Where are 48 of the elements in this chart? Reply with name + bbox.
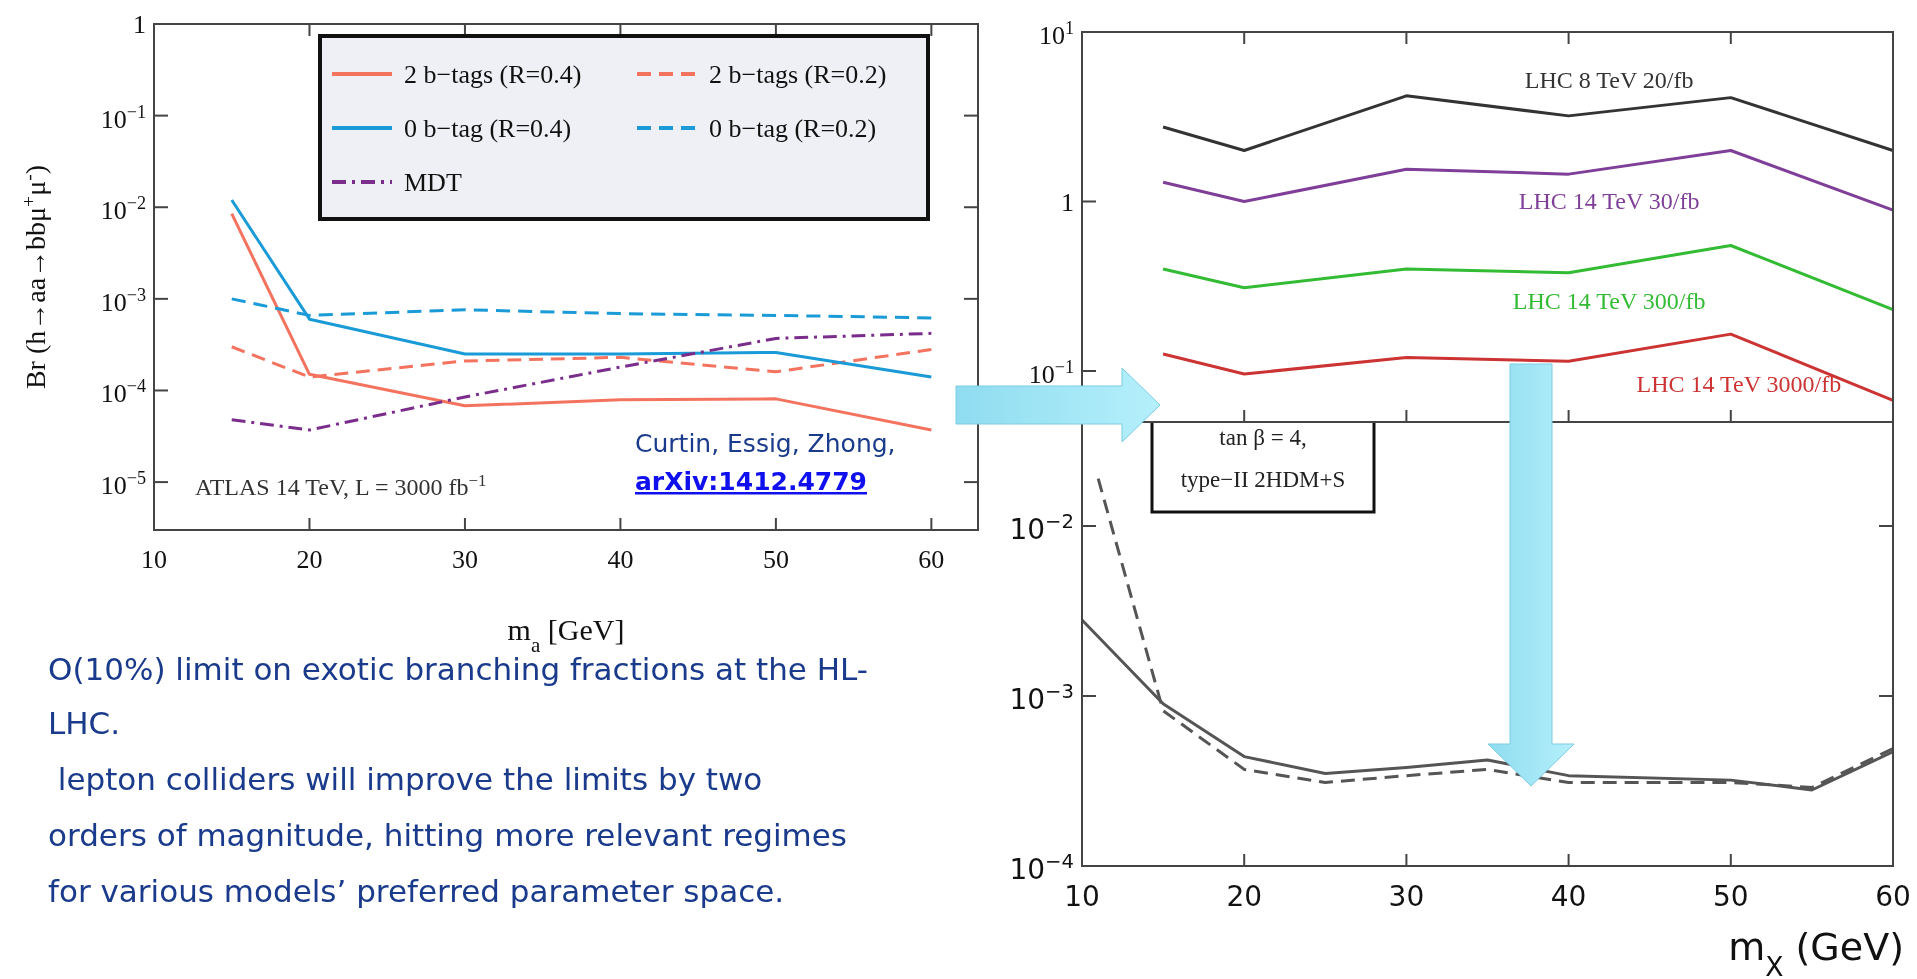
y-tick-label: 10$^{−1}$ xyxy=(100,101,146,134)
series-label: LHC 14 TeV 3000/fb xyxy=(1636,371,1842,398)
x-tick-label: 50 xyxy=(762,545,789,574)
line-series xyxy=(1161,332,1895,402)
line-series xyxy=(230,198,933,379)
legend-label: 2 b−tags (R=0.4) xyxy=(404,60,582,89)
y-tick-label: 10$^{−5}$ xyxy=(100,468,146,501)
y-tick-label: 10$^{−3}$ xyxy=(100,284,146,317)
y-tick-label: 10$^{−3}$ xyxy=(1009,679,1074,716)
annotation: tan β = 4, xyxy=(1219,425,1307,450)
x-tick-label: 60 xyxy=(1875,880,1911,913)
series-label: LHC 14 TeV 30/fb xyxy=(1518,188,1700,215)
x-tick-label: 30 xyxy=(451,545,478,574)
legend-label: 2 b−tags (R=0.2) xyxy=(709,60,887,89)
legend-label: MDT xyxy=(404,168,462,197)
line-series xyxy=(230,212,933,432)
x-tick-label: 30 xyxy=(1388,880,1425,913)
text: LHC. xyxy=(48,705,121,741)
x-axis-title: m$_{X}$ (GeV) xyxy=(1728,925,1904,979)
series-label: LHC 14 TeV 300/fb xyxy=(1512,287,1706,314)
legend-label: 0 b−tag (R=0.4) xyxy=(404,114,572,143)
y-tick-label: 10$^{−1}$ xyxy=(1028,356,1074,389)
annotation: arXiv:1412.4779 xyxy=(635,467,867,496)
x-tick-label: 40 xyxy=(1550,880,1587,913)
text: orders of magnitude, hitting more relevant regimes xyxy=(48,817,847,853)
y-tick-label: 1 xyxy=(1061,187,1074,217)
y-tick-label: 10$^{−4}$ xyxy=(100,376,146,409)
line-series xyxy=(1161,244,1895,312)
line-series xyxy=(1161,148,1895,212)
x-tick-label: 50 xyxy=(1712,880,1749,913)
x-tick-label: 40 xyxy=(607,545,634,574)
annotation: type−II 2HDM+S xyxy=(1180,467,1346,492)
series-label: LHC 8 TeV 20/fb xyxy=(1524,67,1694,94)
legend-label: 0 b−tag (R=0.2) xyxy=(709,114,877,143)
x-tick-label: 60 xyxy=(918,545,945,574)
y-tick-label: 10$^{1}$ xyxy=(1038,17,1074,50)
x-tick-label: 20 xyxy=(296,545,323,574)
x-tick-label: 10 xyxy=(141,545,167,574)
x-tick-label: 20 xyxy=(1226,880,1263,913)
text: lepton colliders will improve the limits by two xyxy=(48,761,763,797)
y-tick-label: 10$^{−2}$ xyxy=(100,193,146,226)
annotation: Curtin, Essig, Zhong, xyxy=(635,429,896,458)
annotation: ATLAS 14 TeV, L = 3000 fb$^{−1}$ xyxy=(195,470,487,500)
line-series xyxy=(230,331,933,432)
text: for various models’ preferred parameter space. xyxy=(48,873,785,909)
y-tick-label: 10$^{−2}$ xyxy=(1009,509,1074,546)
y-tick-label: 1 xyxy=(133,10,146,40)
line-series xyxy=(1161,94,1895,152)
